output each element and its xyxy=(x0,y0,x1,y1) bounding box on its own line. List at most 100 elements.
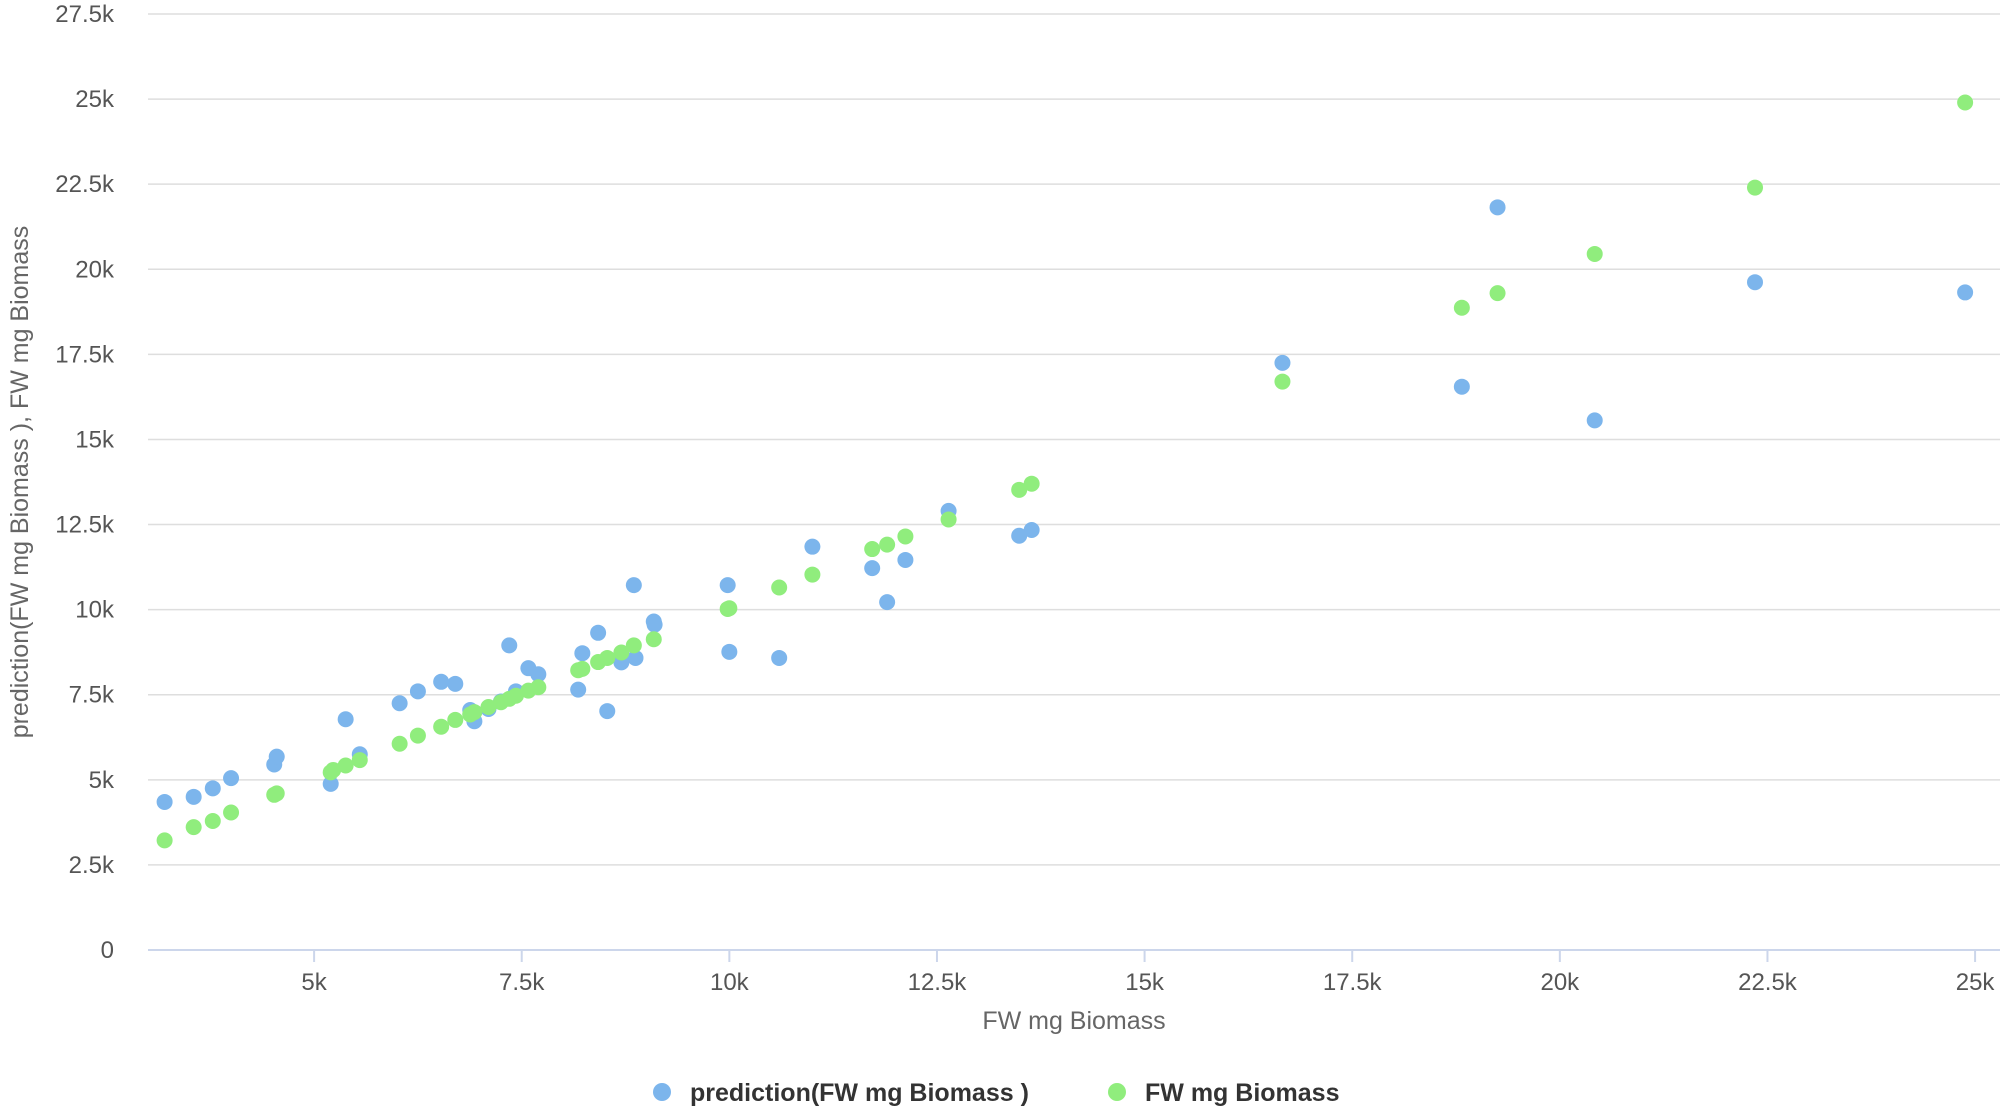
data-point[interactable] xyxy=(1747,274,1764,291)
data-point[interactable] xyxy=(156,832,173,849)
data-point[interactable] xyxy=(391,695,408,712)
data-point[interactable] xyxy=(1011,527,1028,544)
data-point[interactable] xyxy=(351,752,368,769)
data-point[interactable] xyxy=(897,528,914,545)
x-axis-title: FW mg Biomass xyxy=(982,1007,1165,1035)
y-axis-ticks: 0 2.5k 5k 7.5k 10k 12.5k 15k 17.5k 20k 22.5k 25k 27… xyxy=(55,1,115,964)
data-point[interactable] xyxy=(1023,521,1040,538)
x-tick-label: 5k xyxy=(301,969,327,996)
data-point[interactable] xyxy=(613,644,630,661)
data-point[interactable] xyxy=(627,649,644,666)
y-tick-label: 2.5k xyxy=(69,852,115,879)
x-axis-ticks: 5k 7.5k 10k 12.5k 15k 17.5k 20k 22.5k 25k xyxy=(301,950,1995,996)
data-point[interactable] xyxy=(223,770,240,787)
data-point[interactable] xyxy=(409,727,426,744)
data-point[interactable] xyxy=(625,637,642,654)
x-tick-label: 17.5k xyxy=(1323,969,1383,996)
legend-label: prediction(FW mg Biomass ) xyxy=(690,1079,1029,1107)
y-tick-label: 12.5k xyxy=(55,512,115,539)
data-point[interactable] xyxy=(433,718,450,735)
x-tick-label: 22.5k xyxy=(1738,969,1798,996)
x-tick-label: 25k xyxy=(1956,969,1996,996)
plot-area[interactable] xyxy=(156,94,1974,849)
data-point[interactable] xyxy=(940,511,957,528)
data-point[interactable] xyxy=(771,649,788,666)
data-point[interactable] xyxy=(1274,373,1291,390)
y-tick-label: 17.5k xyxy=(55,341,115,368)
data-point[interactable] xyxy=(646,616,663,633)
data-point[interactable] xyxy=(1453,299,1470,316)
legend-item[interactable]: prediction(FW mg Biomass ) xyxy=(653,1079,1029,1107)
data-point[interactable] xyxy=(590,624,607,641)
data-point[interactable] xyxy=(721,643,738,660)
data-point[interactable] xyxy=(447,711,464,728)
data-point[interactable] xyxy=(204,813,221,830)
data-point[interactable] xyxy=(530,679,547,696)
data-point[interactable] xyxy=(185,819,202,836)
series-0 xyxy=(156,199,1974,810)
data-point[interactable] xyxy=(1489,285,1506,302)
data-point[interactable] xyxy=(879,594,896,611)
data-point[interactable] xyxy=(480,698,497,715)
data-point[interactable] xyxy=(156,793,173,810)
data-point[interactable] xyxy=(1489,199,1506,216)
data-point[interactable] xyxy=(804,538,821,555)
data-point[interactable] xyxy=(447,675,464,692)
data-point[interactable] xyxy=(1011,481,1028,498)
y-tick-label: 22.5k xyxy=(55,171,115,198)
data-point[interactable] xyxy=(1023,475,1040,492)
data-point[interactable] xyxy=(864,541,881,558)
data-point[interactable] xyxy=(507,687,524,704)
data-point[interactable] xyxy=(409,683,426,700)
data-point[interactable] xyxy=(337,757,354,774)
data-point[interactable] xyxy=(1747,179,1764,196)
data-point[interactable] xyxy=(501,637,518,654)
data-point[interactable] xyxy=(1586,245,1603,262)
data-point[interactable] xyxy=(391,735,408,752)
data-point[interactable] xyxy=(1586,412,1603,429)
data-point[interactable] xyxy=(804,566,821,583)
data-point[interactable] xyxy=(599,649,616,666)
data-point[interactable] xyxy=(771,579,788,596)
data-point[interactable] xyxy=(864,560,881,577)
data-point[interactable] xyxy=(223,804,240,821)
y-axis-title: prediction(FW mg Biomass ), FW mg Biomas… xyxy=(6,226,34,739)
data-point[interactable] xyxy=(645,631,662,648)
data-point[interactable] xyxy=(574,660,591,677)
y-tick-label: 5k xyxy=(89,767,115,794)
data-point[interactable] xyxy=(721,600,738,617)
data-point[interactable] xyxy=(337,711,354,728)
data-point[interactable] xyxy=(185,788,202,805)
y-tick-label: 10k xyxy=(75,597,115,624)
data-point[interactable] xyxy=(322,775,339,792)
data-point[interactable] xyxy=(268,748,285,765)
grid-lines xyxy=(148,13,2000,866)
data-point[interactable] xyxy=(268,785,285,802)
legend-item[interactable]: FW mg Biomass xyxy=(1108,1079,1339,1107)
data-point[interactable] xyxy=(433,673,450,690)
x-tick-label: 10k xyxy=(710,969,750,996)
legend-marker-icon xyxy=(1108,1083,1126,1101)
data-point[interactable] xyxy=(625,577,642,594)
data-point[interactable] xyxy=(1957,284,1974,301)
x-tick-label: 15k xyxy=(1125,969,1165,996)
y-tick-label: 15k xyxy=(75,426,115,453)
y-tick-label: 7.5k xyxy=(69,682,115,709)
data-point[interactable] xyxy=(204,780,221,797)
data-point[interactable] xyxy=(719,577,736,594)
data-point[interactable] xyxy=(325,761,342,778)
data-point[interactable] xyxy=(530,666,547,683)
data-point[interactable] xyxy=(599,703,616,720)
legend-marker-icon xyxy=(653,1083,671,1101)
data-point[interactable] xyxy=(570,681,587,698)
data-point[interactable] xyxy=(1453,378,1470,395)
y-tick-label: 25k xyxy=(75,86,115,113)
data-point[interactable] xyxy=(1957,94,1974,111)
data-point[interactable] xyxy=(879,536,896,553)
data-point[interactable] xyxy=(897,551,914,568)
data-point[interactable] xyxy=(574,645,591,662)
x-tick-label: 7.5k xyxy=(499,969,545,996)
data-point[interactable] xyxy=(1274,354,1291,371)
data-point[interactable] xyxy=(466,704,483,721)
